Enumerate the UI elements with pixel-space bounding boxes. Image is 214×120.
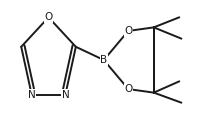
Text: B: B bbox=[100, 55, 107, 65]
Text: O: O bbox=[124, 26, 132, 36]
Text: O: O bbox=[124, 84, 132, 94]
Text: O: O bbox=[45, 12, 53, 22]
Text: N: N bbox=[62, 90, 69, 100]
Text: N: N bbox=[28, 90, 36, 100]
